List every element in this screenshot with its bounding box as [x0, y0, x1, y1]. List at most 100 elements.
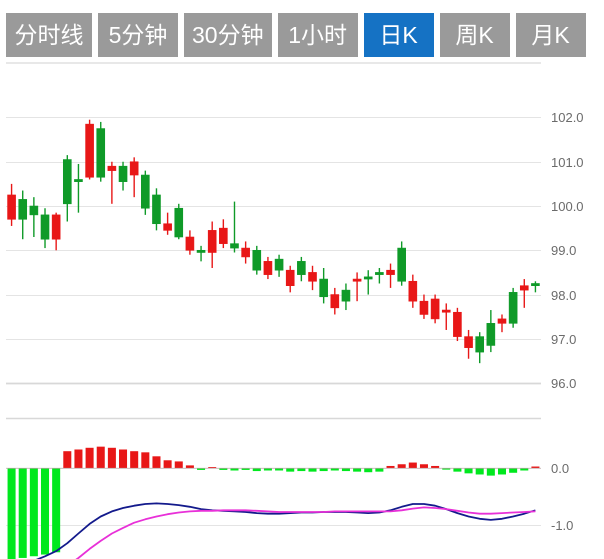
- macd-bar: [74, 449, 83, 469]
- candlestick: [475, 332, 485, 364]
- candlestick: [263, 256, 273, 280]
- candlestick: [419, 294, 429, 319]
- price-axis-labels: 102.0 101.0 100.0 99.0 98.0 97.0 96.0: [551, 110, 584, 391]
- macd-bar: [197, 468, 206, 470]
- macd-bar: [386, 465, 395, 469]
- tab-week-k[interactable]: 周K: [439, 13, 510, 57]
- macd-bar: [464, 468, 473, 474]
- macd-bar: [107, 447, 116, 469]
- candlestick: [230, 201, 239, 253]
- macd-axis-tick: -1.0: [551, 518, 573, 533]
- macd-bar: [475, 468, 484, 475]
- macd-bar: [308, 468, 317, 472]
- dea-line-path: [75, 506, 536, 559]
- candlestick: [464, 329, 473, 359]
- macd-bar: [509, 468, 518, 473]
- macd-axis-tick: 0.0: [551, 461, 569, 476]
- candlestick: [107, 161, 117, 204]
- candlestick: [386, 263, 395, 288]
- macd-axis-labels: 0.0-1.0-2.0: [551, 461, 573, 533]
- candlestick: [219, 219, 228, 249]
- macd-bar: [520, 468, 529, 471]
- macd-bar: [353, 468, 362, 472]
- tab-label: 分时线: [14, 21, 84, 48]
- tab-label: 月K: [531, 21, 570, 48]
- macd-bar: [286, 468, 295, 472]
- candlestick: [185, 230, 195, 255]
- candlestick: [486, 310, 496, 353]
- macd-bar: [252, 468, 261, 472]
- macd-bar: [453, 468, 462, 472]
- candlestick: [508, 287, 518, 328]
- candlestick: [519, 279, 529, 308]
- candlestick: [51, 212, 61, 251]
- candlestick: [40, 208, 50, 249]
- macd-bar: [531, 466, 540, 469]
- price-gridlines: [6, 117, 541, 385]
- macd-bar: [375, 468, 384, 472]
- tab-1hour[interactable]: 1小时: [277, 13, 358, 57]
- candlestick: [375, 267, 384, 284]
- candlestick: [408, 274, 418, 308]
- macd-bar: [29, 468, 38, 557]
- macd-bar: [130, 451, 139, 469]
- macd-dea-line: [75, 506, 536, 559]
- price-axis-tick: 99.0: [551, 243, 576, 258]
- macd-bar: [141, 452, 150, 469]
- candlestick: [497, 314, 507, 333]
- macd-bar: [419, 464, 428, 469]
- candlestick: [96, 121, 106, 182]
- macd-bar: [85, 447, 94, 469]
- candlestick: [141, 170, 150, 215]
- macd-bar: [52, 468, 61, 553]
- macd-bar: [63, 451, 72, 469]
- candlestick: [297, 256, 306, 282]
- tab-label: 5分钟: [108, 21, 168, 48]
- macd-bar: [230, 468, 239, 471]
- tab-label: 30分钟: [192, 21, 264, 48]
- candlestick: [330, 287, 340, 315]
- period-tab-bar: 分时线 5分钟 30分钟 1小时 日K 周K 月K: [0, 0, 604, 62]
- candlestick: [308, 265, 317, 291]
- macd-bar: [18, 468, 27, 558]
- tab-30min[interactable]: 30分钟: [184, 13, 272, 57]
- macd-bar: [486, 468, 495, 476]
- tab-day-k[interactable]: 日K: [363, 13, 434, 57]
- tab-label: 1小时: [288, 21, 347, 48]
- candlestick: [352, 272, 362, 302]
- candlestick: [62, 155, 72, 222]
- candlestick: [7, 183, 16, 226]
- macd-bar: [364, 468, 373, 473]
- candlestick: [174, 203, 184, 240]
- macd-bar: [397, 464, 406, 469]
- macd-bar: [497, 468, 507, 475]
- macd-bar: [163, 460, 172, 469]
- candlestick: [319, 267, 328, 304]
- price-axis-tick: 101.0: [551, 155, 584, 170]
- tab-month-k[interactable]: 月K: [515, 13, 586, 57]
- macd-bar: [185, 465, 194, 469]
- candlestick: [74, 163, 83, 213]
- macd-bar: [152, 456, 161, 469]
- candlestick: [207, 221, 217, 268]
- macd-bar: [319, 468, 328, 472]
- macd-bar: [219, 468, 228, 470]
- candlestick: [285, 265, 295, 293]
- macd-bar: [431, 465, 440, 469]
- macd-bar: [408, 462, 417, 469]
- price-axis-tick: 97.0: [551, 332, 576, 347]
- candlestick: [397, 241, 406, 286]
- candlestick: [252, 245, 262, 275]
- macd-bar: [119, 449, 128, 469]
- macd-bar: [208, 467, 217, 469]
- macd-gridlines: [6, 525, 541, 526]
- tab-fenshixian[interactable]: 分时线: [6, 13, 92, 57]
- macd-bar: [7, 468, 16, 559]
- macd-bar: [442, 468, 451, 470]
- price-axis-tick: 96.0: [551, 376, 576, 391]
- tab-5min[interactable]: 5分钟: [98, 13, 178, 57]
- price-axis-tick: 98.0: [551, 288, 576, 303]
